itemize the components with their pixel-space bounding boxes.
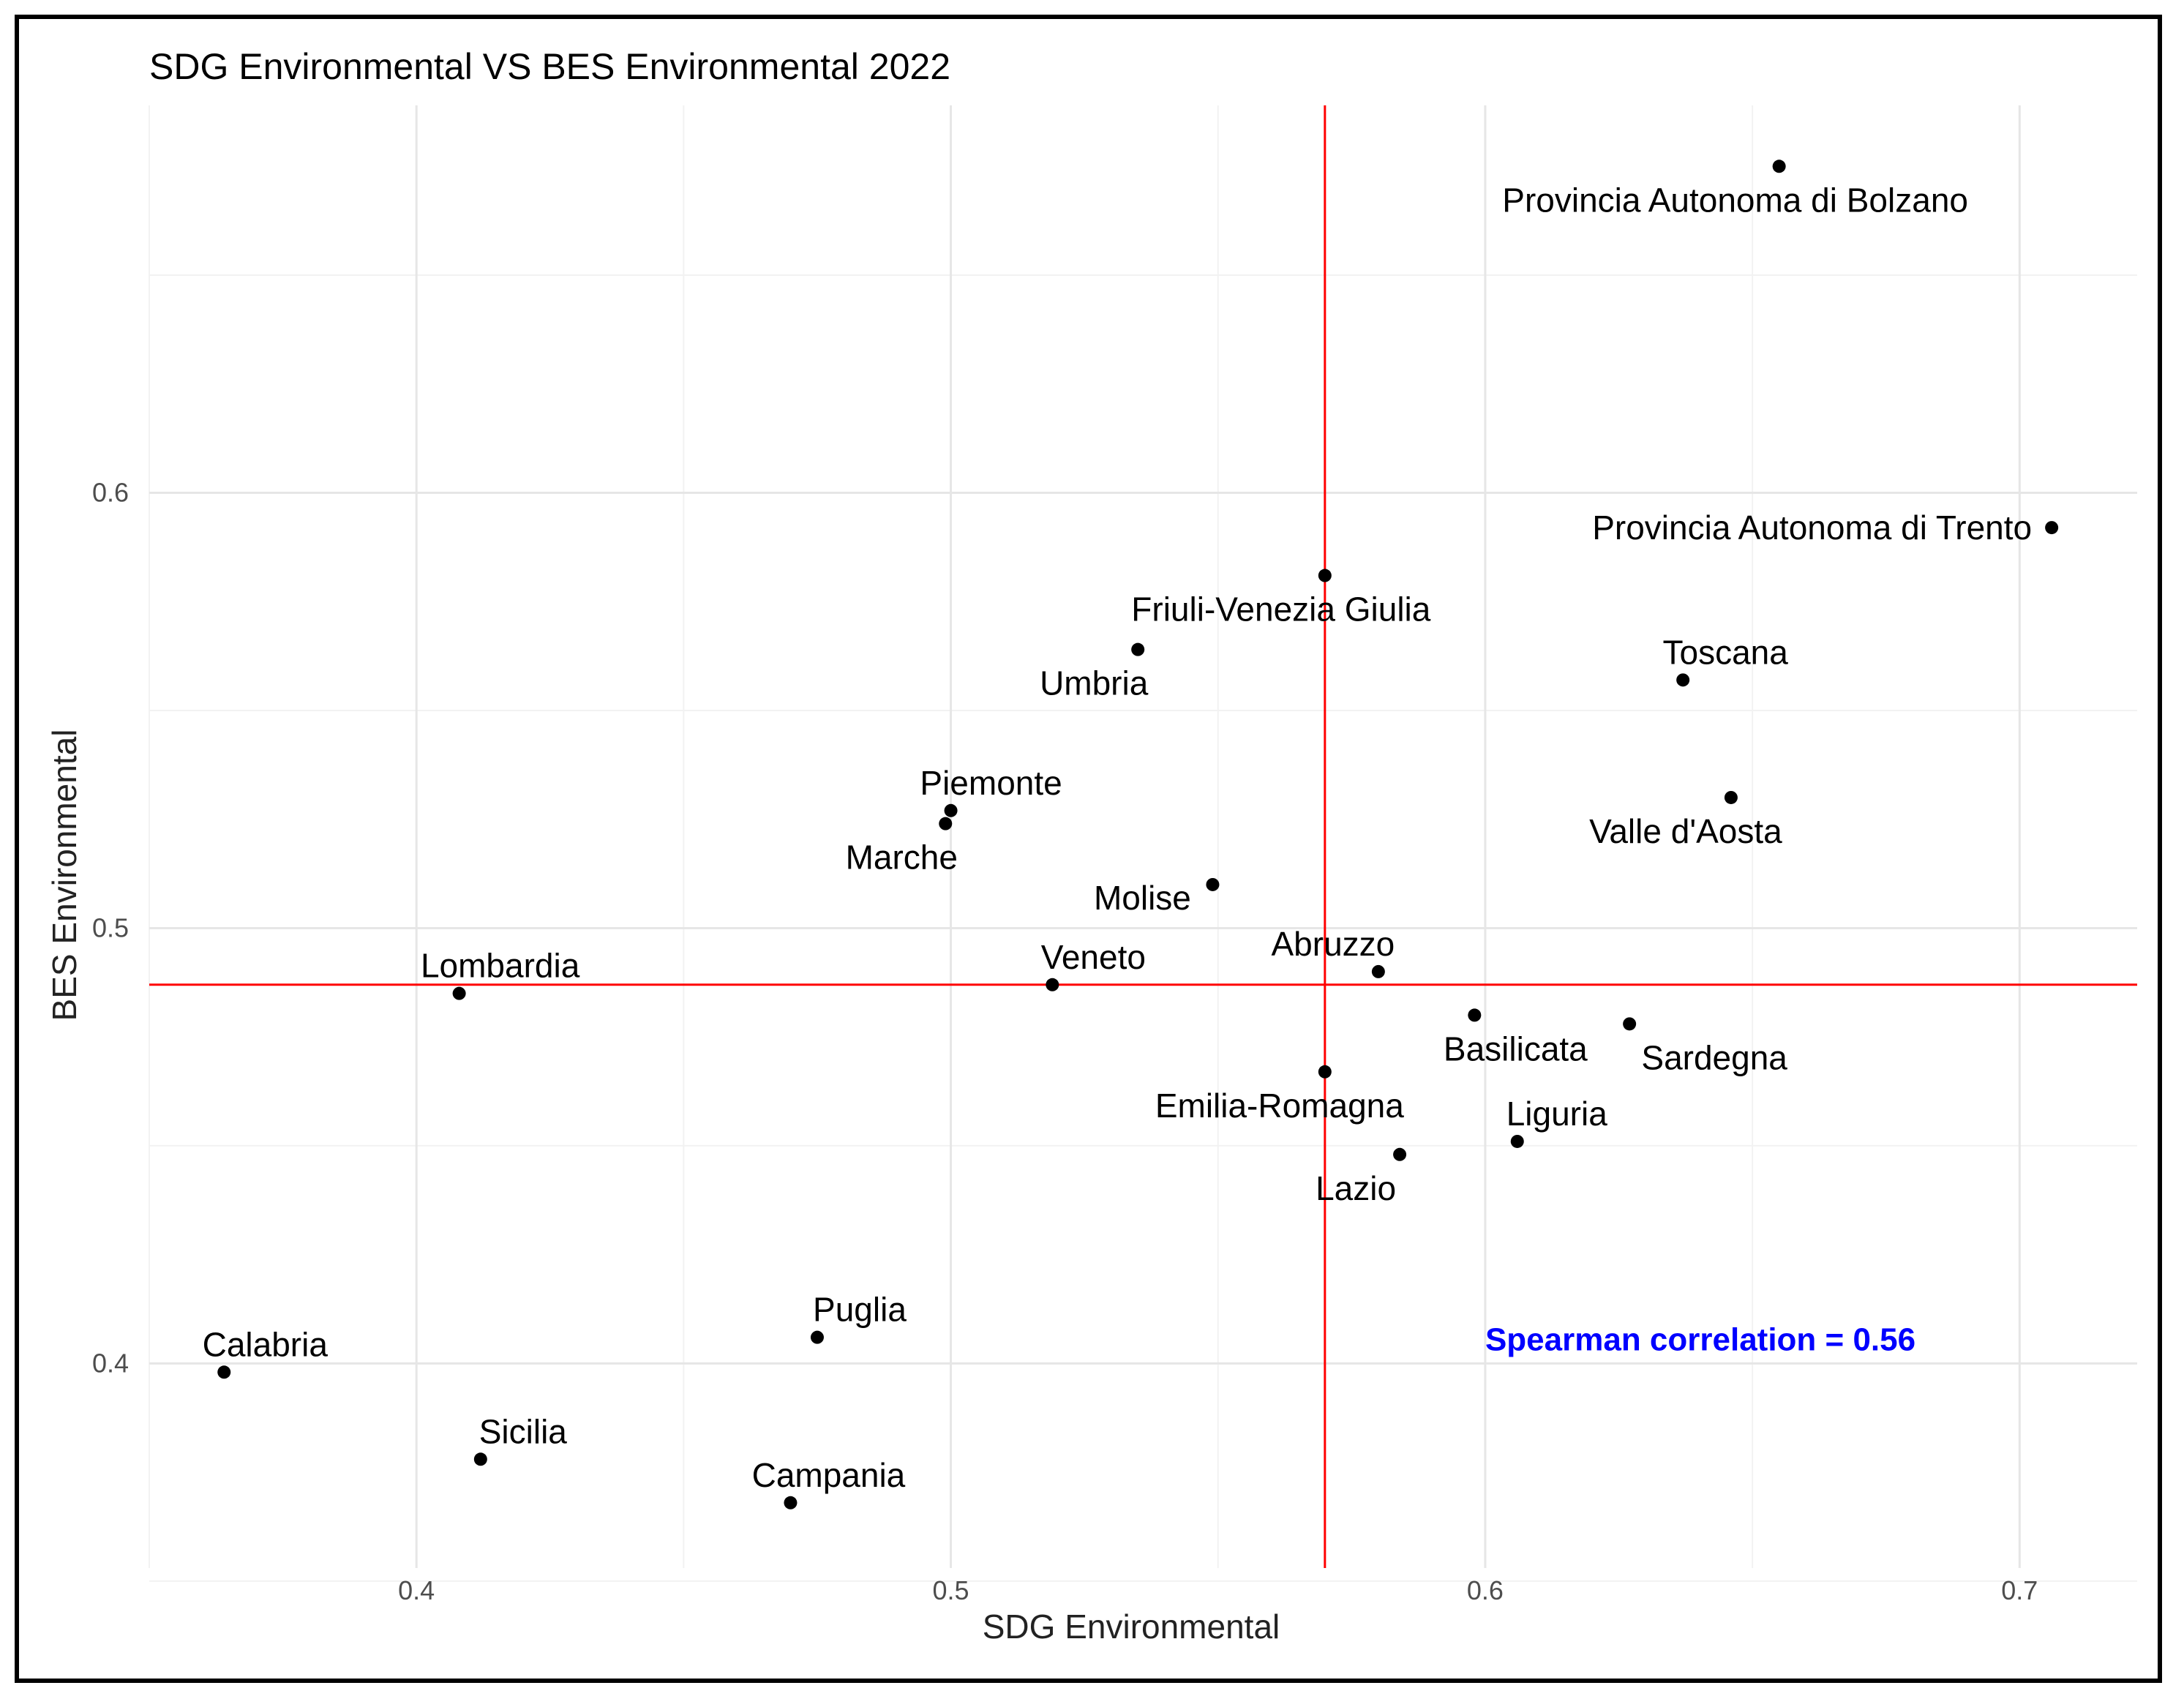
data-point bbox=[1393, 1147, 1407, 1161]
data-point bbox=[1510, 1134, 1524, 1148]
y-tick-label: 0.6 bbox=[92, 477, 129, 507]
point-label: Emilia-Romagna bbox=[1155, 1087, 1404, 1125]
data-point bbox=[1206, 877, 1220, 891]
point-label: Provincia Autonoma di Trento bbox=[1592, 509, 2032, 547]
point-label: Toscana bbox=[1663, 633, 1789, 671]
data-point bbox=[1046, 978, 1059, 991]
x-tick-label: 0.4 bbox=[398, 1575, 435, 1605]
point-label: Provincia Autonoma di Bolzano bbox=[1502, 181, 1968, 219]
point-label: Sicilia bbox=[479, 1412, 568, 1450]
data-point bbox=[944, 803, 958, 817]
data-point bbox=[810, 1330, 824, 1344]
data-point bbox=[1772, 160, 1786, 173]
y-axis-ticks: 0.4 0.5 0.6 bbox=[92, 477, 129, 1378]
y-tick-label: 0.5 bbox=[92, 912, 129, 942]
data-point bbox=[1318, 569, 1332, 582]
point-label: Campania bbox=[752, 1456, 906, 1494]
x-axis-label: SDG Environmental bbox=[983, 1608, 1280, 1646]
data-point bbox=[1371, 964, 1385, 978]
figure-frame: SDG Environmental VS BES Environmental 2… bbox=[15, 15, 2162, 1683]
data-point bbox=[1318, 1065, 1332, 1079]
data-point bbox=[1623, 1017, 1637, 1031]
point-label: Lazio bbox=[1316, 1169, 1396, 1207]
point-label: Calabria bbox=[203, 1325, 329, 1363]
reference-lines bbox=[149, 105, 2137, 1568]
correlation-annotation: Spearman correlation = 0.56 bbox=[1485, 1322, 1915, 1358]
grid-minor bbox=[149, 105, 2137, 1582]
x-tick-label: 0.6 bbox=[1467, 1575, 1504, 1605]
data-point bbox=[1131, 642, 1145, 656]
y-axis-label: BES Environmental bbox=[45, 730, 83, 1021]
x-tick-label: 0.5 bbox=[933, 1575, 969, 1605]
point-label: Umbria bbox=[1040, 664, 1149, 702]
data-point bbox=[1676, 673, 1690, 687]
point-labels: Provincia Autonoma di Bolzano Provincia A… bbox=[203, 181, 2033, 1493]
x-axis-ticks: 0.4 0.5 0.6 0.7 bbox=[398, 1575, 2038, 1605]
point-label: Molise bbox=[1094, 879, 1191, 917]
point-label: Lombardia bbox=[421, 947, 580, 985]
data-point bbox=[2045, 521, 2059, 535]
data-point bbox=[473, 1452, 487, 1466]
data-point bbox=[217, 1365, 231, 1379]
point-label: Marche bbox=[846, 839, 958, 877]
point-label: Valle d'Aosta bbox=[1589, 812, 1782, 850]
point-label: Friuli-Venezia Giulia bbox=[1131, 590, 1430, 629]
point-label: Basilicata bbox=[1444, 1029, 1588, 1068]
data-point bbox=[452, 986, 466, 1000]
scatter-chart: SDG Environmental VS BES Environmental 2… bbox=[45, 46, 2137, 1646]
y-tick-label: 0.4 bbox=[92, 1348, 129, 1378]
x-tick-label: 0.7 bbox=[2001, 1575, 2038, 1605]
data-point bbox=[1468, 1008, 1482, 1022]
chart-title: SDG Environmental VS BES Environmental 2… bbox=[149, 46, 950, 87]
point-label: Veneto bbox=[1041, 938, 1146, 976]
data-points bbox=[217, 160, 2059, 1509]
data-point bbox=[939, 817, 953, 830]
point-label: Liguria bbox=[1506, 1095, 1608, 1133]
point-label: Puglia bbox=[813, 1291, 907, 1329]
grid-major bbox=[149, 105, 2137, 1568]
point-label: Sardegna bbox=[1641, 1038, 1787, 1076]
point-label: Piemonte bbox=[920, 764, 1062, 802]
data-point bbox=[1724, 790, 1738, 804]
point-label: Abruzzo bbox=[1271, 925, 1395, 963]
data-point bbox=[784, 1496, 798, 1509]
